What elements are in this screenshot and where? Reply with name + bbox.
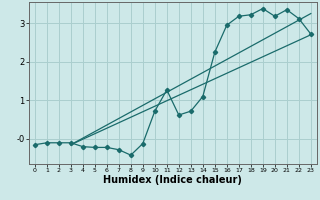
X-axis label: Humidex (Indice chaleur): Humidex (Indice chaleur): [103, 175, 242, 185]
